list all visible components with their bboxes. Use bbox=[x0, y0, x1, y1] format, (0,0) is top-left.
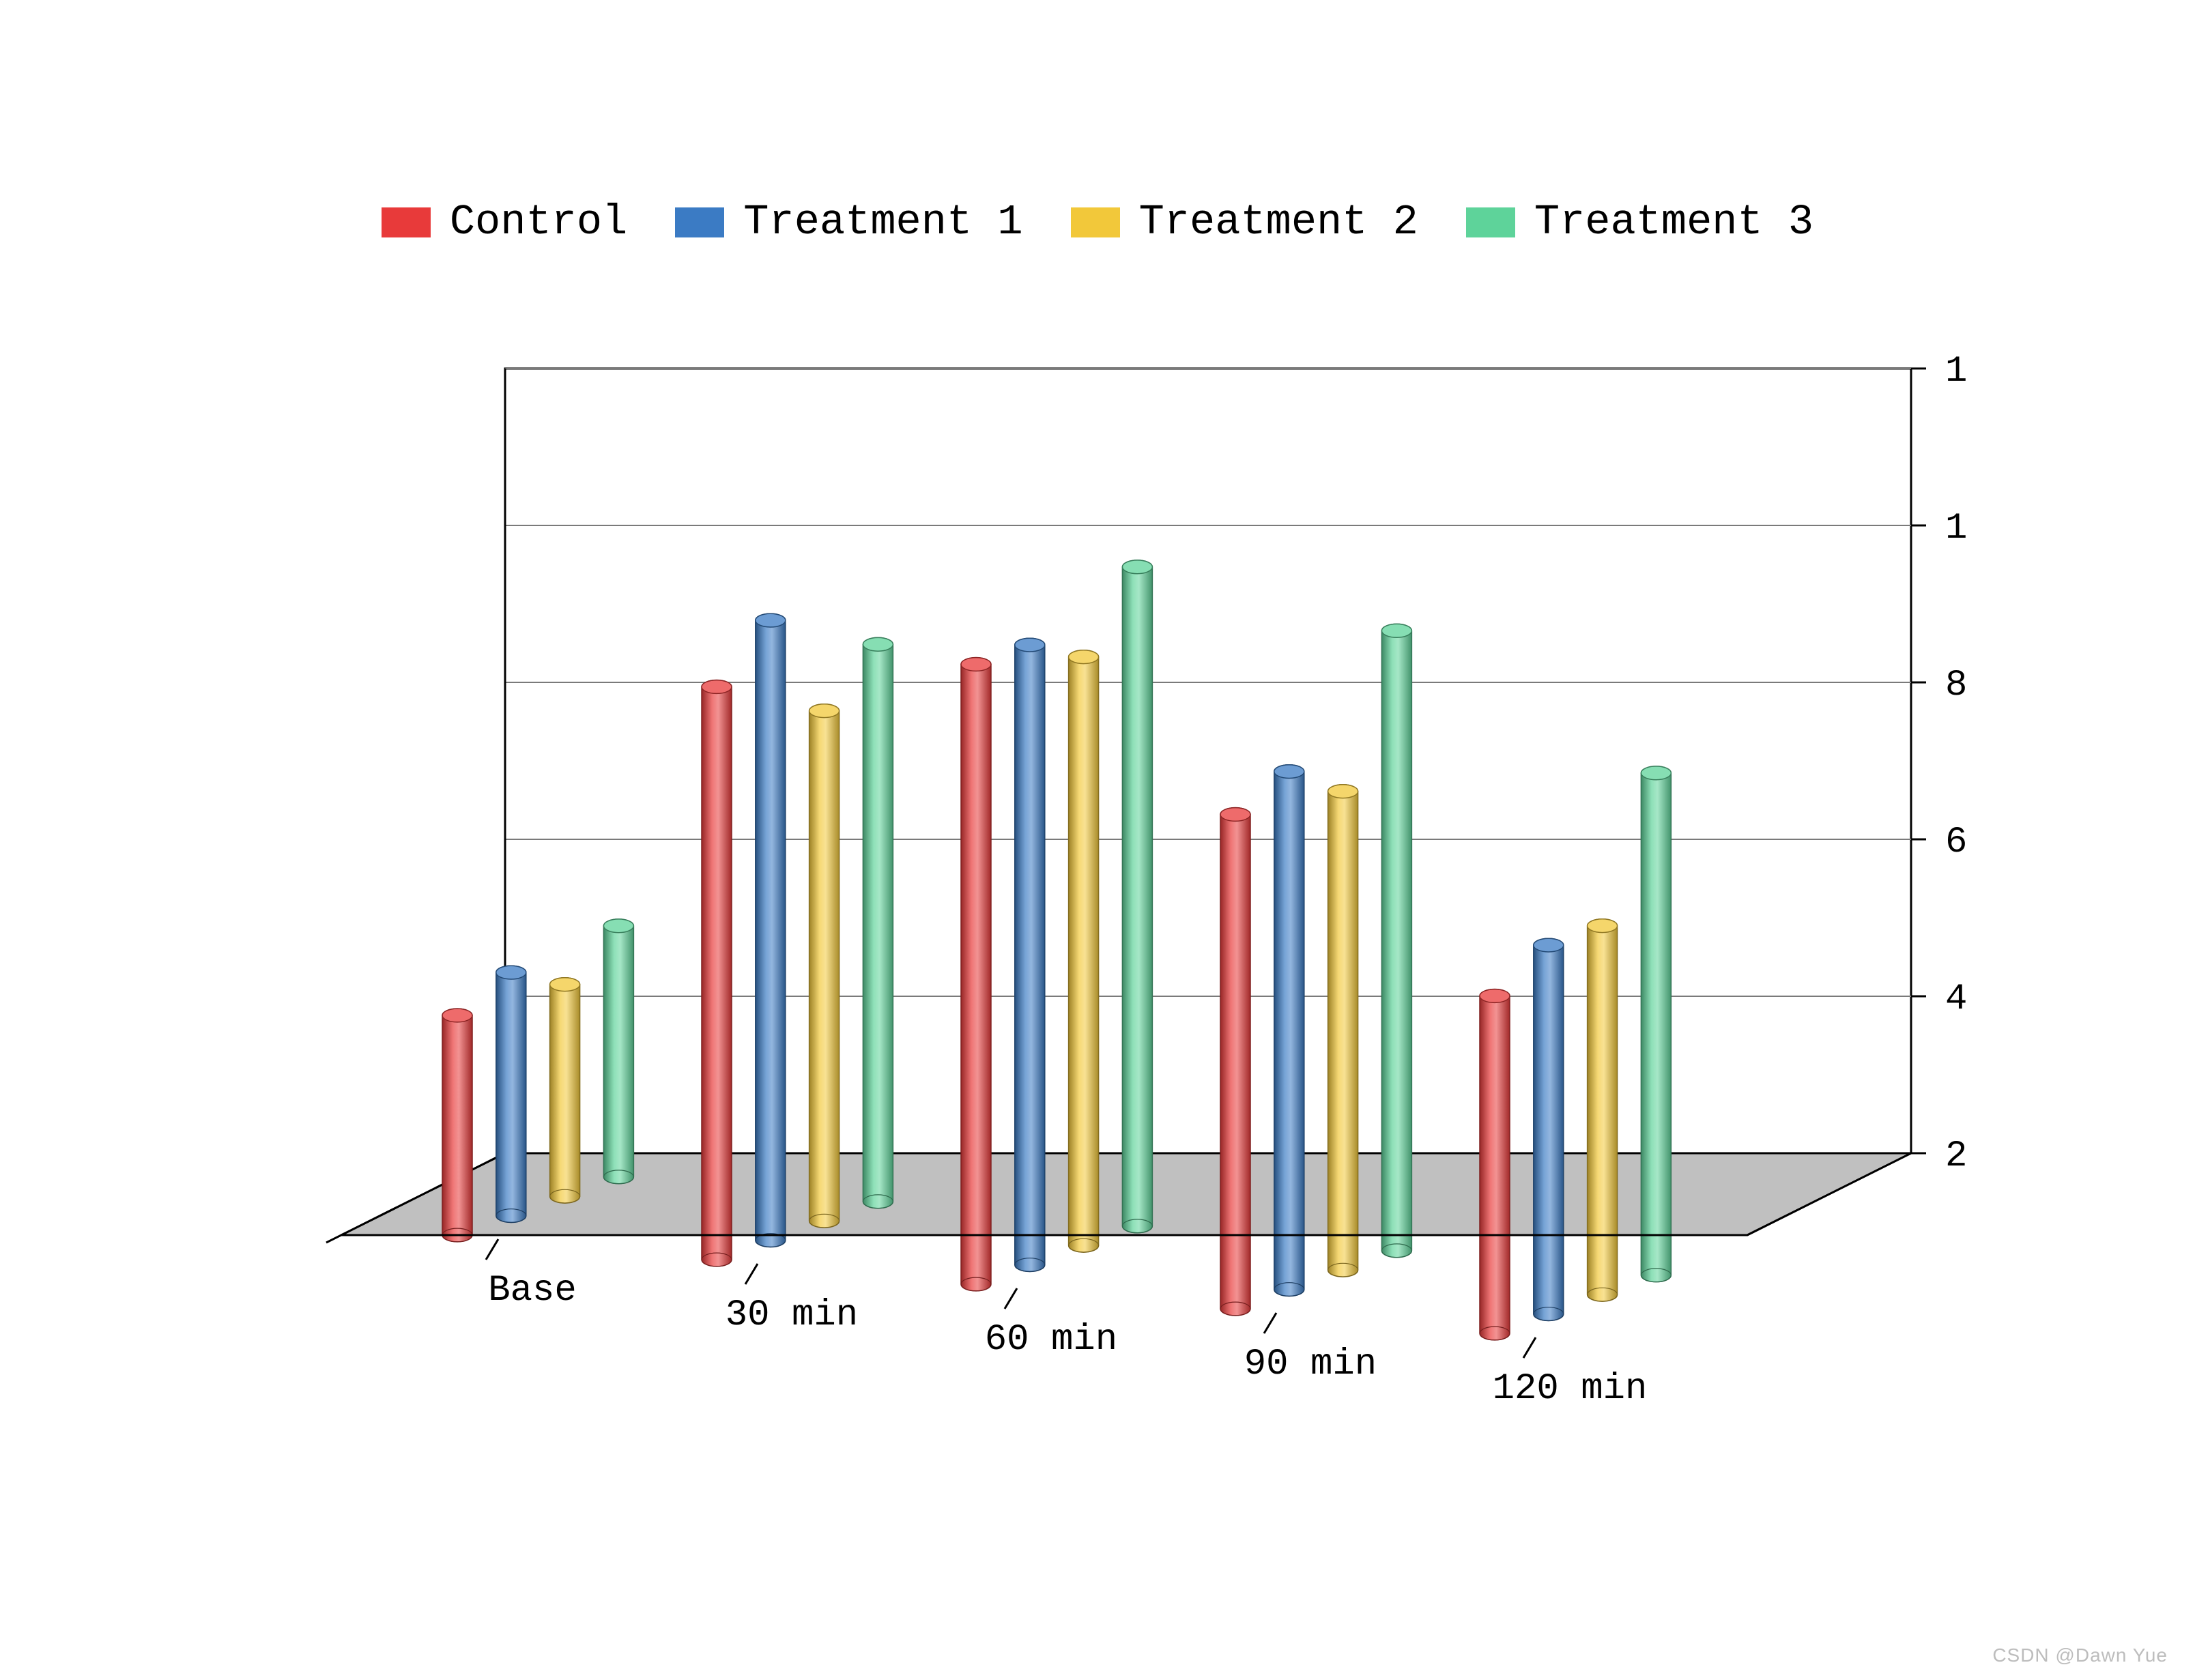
svg-text:60 min: 60 min bbox=[985, 1319, 1117, 1361]
svg-text:8: 8 bbox=[1945, 665, 1966, 706]
svg-text:4: 4 bbox=[1945, 979, 1966, 1020]
svg-text:6: 6 bbox=[1945, 822, 1966, 863]
legend-swatch-t3 bbox=[1466, 207, 1515, 237]
legend-label-control: Control bbox=[450, 198, 627, 246]
svg-text:Base: Base bbox=[488, 1270, 577, 1312]
svg-text:12: 12 bbox=[1945, 351, 1966, 392]
legend-label-t3: Treatment 3 bbox=[1534, 198, 1813, 246]
svg-text:30 min: 30 min bbox=[726, 1294, 858, 1336]
legend-swatch-control bbox=[382, 207, 431, 237]
legend-item-control: Control bbox=[382, 198, 627, 246]
svg-text:90 min: 90 min bbox=[1244, 1344, 1377, 1385]
svg-text:120 min: 120 min bbox=[1493, 1368, 1648, 1410]
svg-text:2: 2 bbox=[1945, 1135, 1966, 1177]
legend-item-t1: Treatment 1 bbox=[675, 198, 1022, 246]
legend: Control Treatment 1 Treatment 2 Treatmen… bbox=[0, 198, 2195, 246]
legend-item-t2: Treatment 2 bbox=[1071, 198, 1418, 246]
legend-swatch-t1 bbox=[675, 207, 724, 237]
legend-label-t1: Treatment 1 bbox=[743, 198, 1022, 246]
legend-label-t2: Treatment 2 bbox=[1139, 198, 1418, 246]
chart-container: Control Treatment 1 Treatment 2 Treatmen… bbox=[0, 0, 2195, 1680]
legend-swatch-t2 bbox=[1071, 207, 1120, 237]
legend-item-t3: Treatment 3 bbox=[1466, 198, 1813, 246]
svg-text:10: 10 bbox=[1945, 508, 1966, 549]
watermark: CSDN @Dawn Yue bbox=[1992, 1645, 2168, 1666]
bar-chart-3d: 24681012Control (mmol/L)Base30 min60 min… bbox=[259, 328, 1966, 1488]
